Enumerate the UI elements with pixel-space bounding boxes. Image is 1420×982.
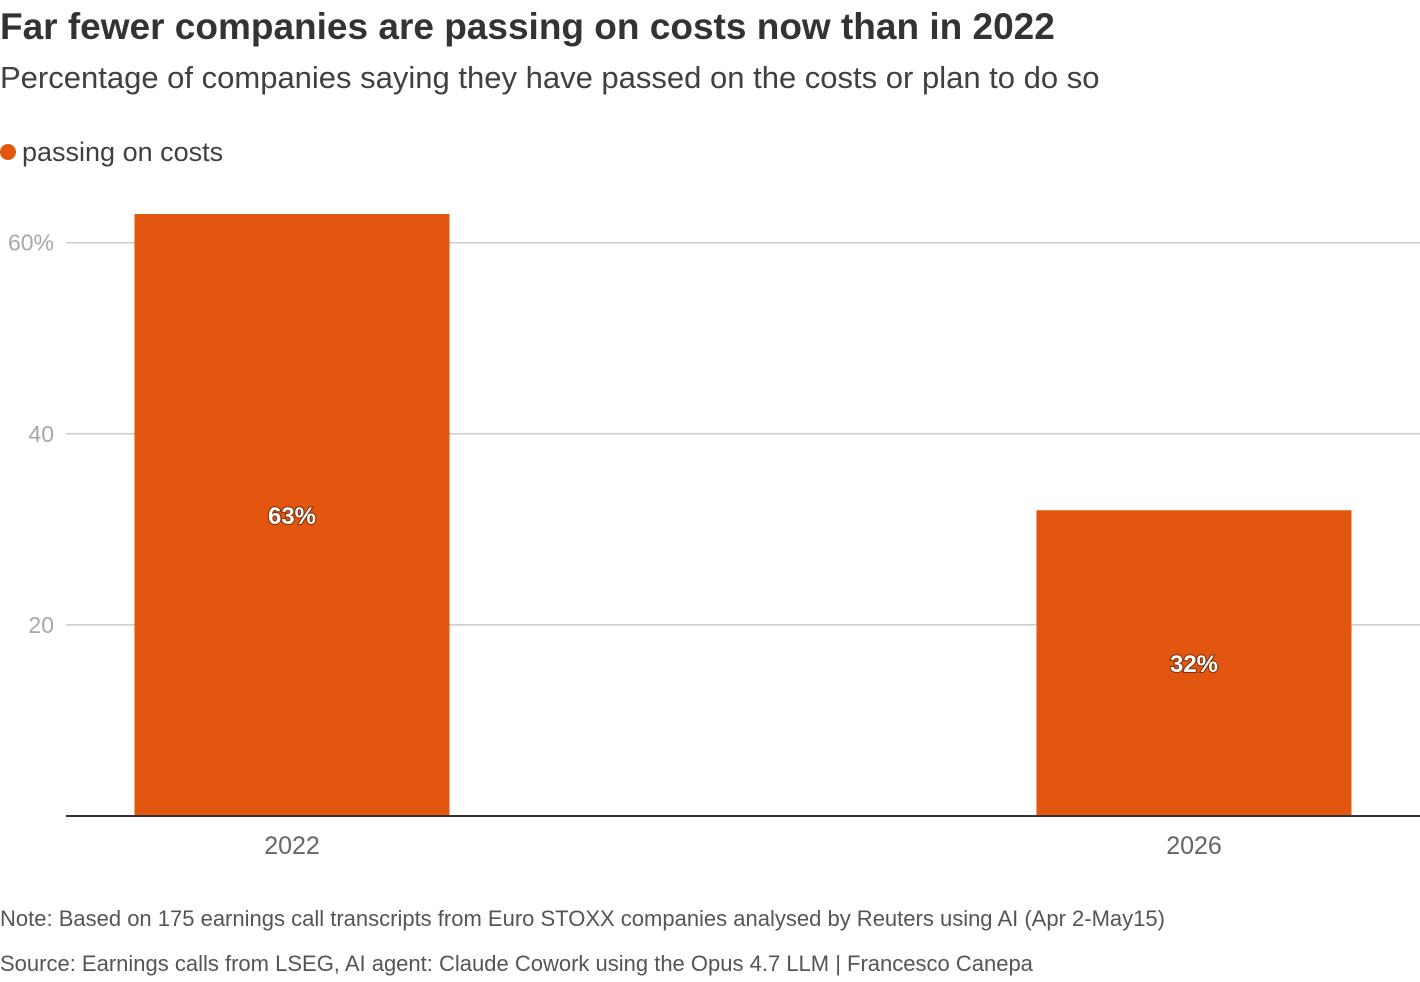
chart-subtitle: Percentage of companies saying they have… <box>0 60 1100 95</box>
source-line: Source: Earnings calls from LSEG, AI age… <box>0 951 1033 976</box>
chart-title: Far fewer companies are passing on costs… <box>0 6 1055 47</box>
x-tick-label-2026: 2026 <box>1166 832 1222 860</box>
legend: passing on costs <box>0 136 223 168</box>
bars <box>134 214 1352 816</box>
y-tick-label-40: 40 <box>28 421 54 447</box>
legend-label: passing on costs <box>22 136 224 167</box>
footnote: Note: Based on 175 earnings call transcr… <box>0 906 1165 931</box>
data-label-2022: 63% <box>268 503 316 530</box>
bar-2026 <box>1036 510 1352 816</box>
legend-swatch <box>0 144 16 160</box>
bar-2022 <box>134 214 450 816</box>
y-tick-label-20: 20 <box>28 612 54 638</box>
data-label-2026: 32% <box>1170 651 1218 678</box>
labels: 20 40 60% 63% 2022 32% 2026 <box>8 230 1222 860</box>
y-tick-label-60: 60% <box>8 230 54 256</box>
x-tick-label-2022: 2022 <box>264 832 320 860</box>
